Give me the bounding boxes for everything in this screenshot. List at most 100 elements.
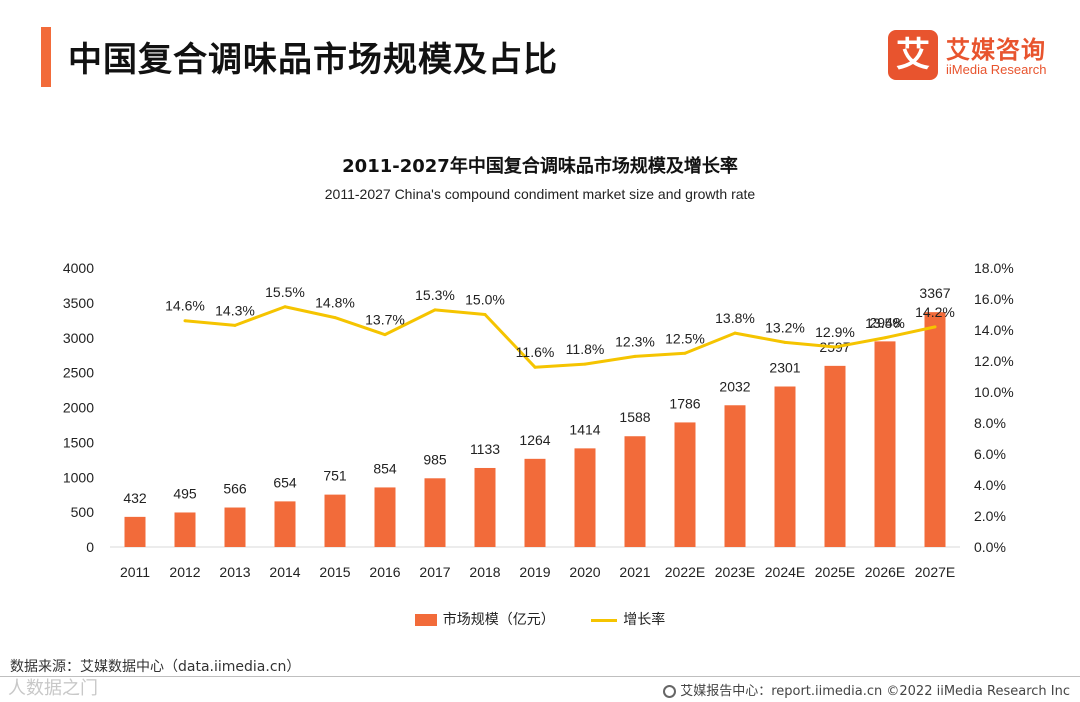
logo-mark: 艾 <box>888 30 938 80</box>
bar <box>824 365 846 547</box>
bar <box>924 312 946 547</box>
growth-rate-label: 13.7% <box>365 312 405 328</box>
iimedia-logo: 艾 艾媒咨询 iiMedia Research <box>888 30 1058 82</box>
y-right-tick-label: 14.0% <box>974 322 1014 338</box>
y-right-tick-label: 4.0% <box>974 477 1006 493</box>
growth-rate-point <box>783 340 787 344</box>
legend-line-label: 增长率 <box>623 612 666 628</box>
growth-rate-label: 13.8% <box>715 310 755 326</box>
x-tick-label: 2017 <box>419 564 450 580</box>
x-tick-label: 2027E <box>915 564 955 580</box>
bar-value-label: 1588 <box>619 409 650 425</box>
bar <box>324 494 346 547</box>
y-left-tick-label: 2000 <box>63 400 94 416</box>
chart-subtitle: 2011-2027 China's compound condiment mar… <box>324 186 756 202</box>
growth-rate-label: 12.5% <box>665 330 705 346</box>
bar-value-label: 495 <box>173 485 197 501</box>
x-tick-label: 2011 <box>120 564 150 580</box>
growth-rate-point <box>583 362 587 366</box>
bar-value-label: 1786 <box>669 395 700 411</box>
y-right-tick-label: 10.0% <box>974 384 1014 400</box>
bar <box>174 512 196 547</box>
x-tick-label: 2022E <box>665 564 705 580</box>
footer-divider <box>0 676 1080 677</box>
growth-rate-label: 14.3% <box>215 302 255 318</box>
growth-rate-point <box>533 365 537 369</box>
bar-value-label: 2948 <box>869 314 900 330</box>
chart-title: 2011-2027年中国复合调味品市场规模及增长率 <box>342 156 738 177</box>
watermark: 人数据之门 <box>8 678 98 699</box>
y-right-tick-label: 18.0% <box>974 260 1014 276</box>
growth-rate-label: 15.0% <box>465 292 505 308</box>
chart-legend: 市场规模（亿元） 增长率 <box>0 609 1080 629</box>
growth-rate-point <box>733 331 737 335</box>
y-left-tick-label: 500 <box>71 504 95 520</box>
data-source: 数据来源：艾媒数据中心（data.iimedia.cn） <box>10 659 301 675</box>
bar-value-label: 654 <box>273 474 297 490</box>
growth-rate-label: 14.8% <box>315 295 355 311</box>
bar-value-label: 2032 <box>719 378 750 394</box>
bar-value-label: 566 <box>223 481 247 497</box>
growth-rate-point <box>483 313 487 316</box>
bar-value-label: 3367 <box>919 285 950 301</box>
y-right-tick-label: 16.0% <box>974 291 1014 307</box>
x-tick-label: 2019 <box>519 564 550 580</box>
growth-rate-point <box>833 345 837 349</box>
logo-name-cn: 艾媒咨询 <box>946 36 1046 64</box>
bar <box>474 467 496 547</box>
x-tick-label: 2015 <box>319 564 350 580</box>
growth-rate-label: 13.5% <box>865 315 905 331</box>
growth-rate-label: 14.6% <box>165 298 205 314</box>
globe-icon <box>663 685 677 698</box>
legend-bar-swatch <box>414 614 437 626</box>
legend-item-market-size: 市场规模（亿元） <box>414 609 555 629</box>
bar <box>774 386 796 547</box>
bar-value-label: 854 <box>373 460 397 476</box>
y-right-tick-label: 0.0% <box>974 539 1006 555</box>
page-title: 中国复合调味品市场规模及占比 <box>68 40 558 80</box>
bar <box>574 448 596 547</box>
growth-rate-line <box>184 305 936 369</box>
y-right-tick-label: 6.0% <box>974 446 1006 462</box>
y-right-tick-label: 2.0% <box>974 508 1006 524</box>
legend-line-swatch <box>591 618 618 622</box>
growth-rate-point <box>233 323 237 327</box>
x-tick-label: 2025E <box>815 564 855 580</box>
growth-rate-label: 15.5% <box>265 284 305 300</box>
growth-rate-label: 12.3% <box>615 333 655 349</box>
bar <box>524 458 546 547</box>
y-left-tick-label: 1500 <box>63 434 94 450</box>
bar <box>374 487 396 547</box>
bar-value-label: 1264 <box>519 432 550 448</box>
growth-rate-point <box>633 354 637 358</box>
growth-rate-label: 11.8% <box>566 341 605 357</box>
y-left-tick-label: 4000 <box>63 260 94 276</box>
x-tick-label: 2016 <box>369 564 400 580</box>
title-accent-bar <box>41 27 51 87</box>
growth-rate-label: 14.2% <box>915 304 955 320</box>
growth-rate-label: 12.9% <box>815 324 855 340</box>
x-tick-label: 2020 <box>569 564 600 580</box>
bar-value-label: 432 <box>123 490 147 506</box>
growth-rate-point <box>883 336 887 340</box>
x-tick-label: 2013 <box>219 564 250 580</box>
growth-rate-point <box>933 325 937 329</box>
bar <box>124 516 146 547</box>
growth-rate-label: 11.6% <box>516 344 555 360</box>
y-left-tick-label: 3000 <box>63 330 94 346</box>
legend-bar-label: 市场规模（亿元） <box>442 612 555 628</box>
bar-value-label: 2301 <box>769 360 800 376</box>
bar <box>424 478 446 547</box>
bar-value-label: 1133 <box>470 441 500 457</box>
logo-name-en: iiMedia Research <box>946 62 1047 77</box>
bar <box>624 436 646 547</box>
bar-value-label: 751 <box>323 468 347 484</box>
y-left-tick-label: 0 <box>86 539 94 555</box>
y-left-tick-label: 3500 <box>63 295 94 311</box>
footer: 艾媒报告中心：report.iimedia.cn ©2022 iiMedia R… <box>663 680 1070 699</box>
bar <box>674 422 696 547</box>
bar <box>874 341 896 547</box>
x-tick-label: 2024E <box>765 564 805 580</box>
x-tick-label: 2023E <box>715 564 755 580</box>
